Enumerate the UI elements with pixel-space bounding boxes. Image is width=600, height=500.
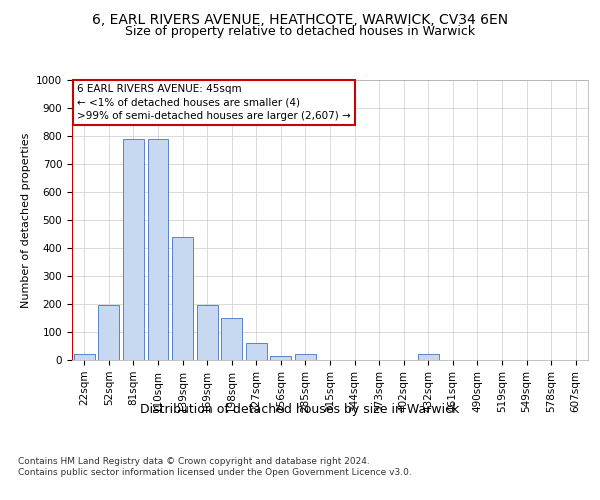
Bar: [172, 237, 193, 360]
Bar: [123, 139, 144, 360]
Bar: [197, 306, 218, 360]
Y-axis label: Number of detached properties: Number of detached properties: [20, 132, 31, 308]
Bar: [418, 354, 439, 360]
Text: 6 EARL RIVERS AVENUE: 45sqm
← <1% of detached houses are smaller (4)
>99% of sem: 6 EARL RIVERS AVENUE: 45sqm ← <1% of det…: [77, 84, 351, 120]
Text: 6, EARL RIVERS AVENUE, HEATHCOTE, WARWICK, CV34 6EN: 6, EARL RIVERS AVENUE, HEATHCOTE, WARWIC…: [92, 12, 508, 26]
Bar: [221, 318, 242, 360]
Bar: [246, 343, 267, 360]
Bar: [148, 139, 169, 360]
Text: Contains HM Land Registry data © Crown copyright and database right 2024.
Contai: Contains HM Land Registry data © Crown c…: [18, 458, 412, 477]
Bar: [98, 306, 119, 360]
Bar: [295, 354, 316, 360]
Text: Distribution of detached houses by size in Warwick: Distribution of detached houses by size …: [140, 402, 460, 415]
Bar: [74, 354, 95, 360]
Bar: [271, 356, 292, 360]
Text: Size of property relative to detached houses in Warwick: Size of property relative to detached ho…: [125, 25, 475, 38]
